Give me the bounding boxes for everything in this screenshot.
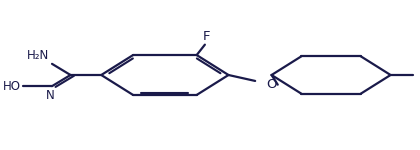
Text: O: O bbox=[266, 78, 277, 91]
Text: H₂N: H₂N bbox=[26, 49, 49, 62]
Text: N: N bbox=[46, 89, 54, 102]
Text: HO: HO bbox=[3, 80, 21, 93]
Text: F: F bbox=[203, 30, 211, 43]
